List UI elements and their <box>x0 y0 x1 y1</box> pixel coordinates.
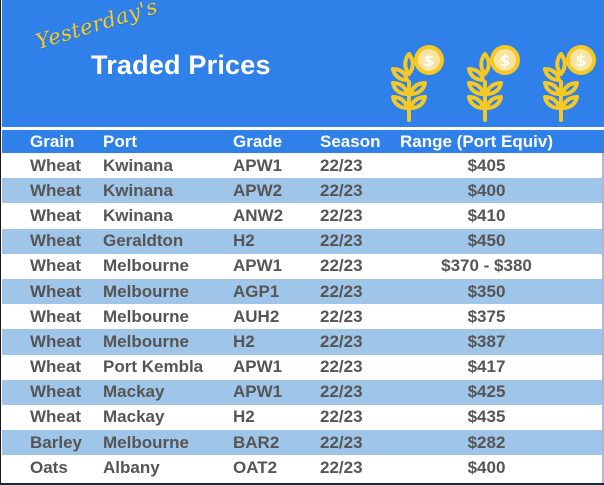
cell-port: Kwinana <box>103 180 173 200</box>
table-row: Wheat Kwinana APW1 22/23 $405 <box>2 153 604 179</box>
wheat-coin-icon: $ <box>461 42 521 122</box>
cell-season: 22/23 <box>320 382 363 402</box>
cell-grade: AUH2 <box>233 306 280 326</box>
cell-range: $405 <box>467 155 506 175</box>
column-header-range: Range (Port Equiv) <box>400 131 554 151</box>
cell-season: 22/23 <box>320 180 363 200</box>
cell-port: Mackay <box>103 382 165 402</box>
cell-season: 22/23 <box>320 457 363 477</box>
cell-season: 22/23 <box>320 256 363 276</box>
table-row: Wheat Melbourne AUH2 22/23 $375 <box>2 304 604 330</box>
column-header-season: Season <box>320 131 381 151</box>
wheat-coin-icon: $ <box>385 42 445 122</box>
table-row: Barley Melbourne BAR2 22/23 $282 <box>2 430 604 456</box>
cell-range: $350 <box>467 281 506 301</box>
cell-range: $375 <box>467 306 506 326</box>
table-row: Wheat Geraldton H2 22/23 $450 <box>2 228 604 254</box>
cell-grain: Wheat <box>30 306 81 326</box>
cell-season: 22/23 <box>320 281 363 301</box>
cell-grade: H2 <box>233 407 255 427</box>
banner-separator <box>2 127 604 130</box>
cell-range: $387 <box>467 331 506 351</box>
cell-grain: Wheat <box>30 357 81 377</box>
cell-range: $400 <box>467 180 506 200</box>
cell-grain: Wheat <box>30 382 81 402</box>
table-row: Wheat Kwinana ANW2 22/23 $410 <box>2 203 604 229</box>
cell-season: 22/23 <box>320 331 363 351</box>
cell-grain: Wheat <box>30 231 81 251</box>
traded-prices-table: Grain Port Grade Season Range (Port Equi… <box>2 130 604 481</box>
cell-grain: Wheat <box>30 155 81 175</box>
cell-season: 22/23 <box>320 357 363 377</box>
cell-port: Melbourne <box>103 281 189 301</box>
wheat-coin-icon: $ <box>537 42 597 122</box>
header-banner: Yesterday's Traded Prices $ <box>2 0 604 127</box>
cell-grain: Wheat <box>30 281 81 301</box>
table-row: Wheat Mackay H2 22/23 $435 <box>2 404 604 431</box>
cell-season: 22/23 <box>320 231 363 251</box>
right-edge-border <box>602 153 604 483</box>
cell-grade: H2 <box>233 331 255 351</box>
column-header-grain: Grain <box>30 131 75 151</box>
cell-port: Albany <box>103 457 160 477</box>
cell-grain: Wheat <box>30 205 81 225</box>
cell-grade: APW1 <box>233 382 283 402</box>
svg-text:$: $ <box>423 51 434 70</box>
cell-grain: Wheat <box>30 407 81 427</box>
table-row: Wheat Port Kembla APW1 22/23 $417 <box>2 354 604 380</box>
cell-port: Kwinana <box>103 205 173 225</box>
cell-grain: Barley <box>30 432 82 452</box>
cell-grain: Wheat <box>30 256 81 276</box>
banner-script-title: Yesterday's <box>32 0 161 55</box>
cell-grade: APW1 <box>233 155 283 175</box>
cell-season: 22/23 <box>320 432 363 452</box>
cell-grade: AGP1 <box>233 281 280 301</box>
cell-range: $435 <box>467 407 506 427</box>
column-header-port: Port <box>103 131 137 151</box>
cell-grain: Oats <box>30 457 68 477</box>
table-row: Oats Albany OAT2 22/23 $400 <box>2 455 604 481</box>
svg-text:$: $ <box>499 51 510 70</box>
cell-range: $425 <box>467 382 506 402</box>
cell-grade: BAR2 <box>233 432 280 452</box>
table-row: Wheat Melbourne H2 22/23 $387 <box>2 329 604 355</box>
cell-grade: OAT2 <box>233 457 278 477</box>
cell-range: $410 <box>467 205 506 225</box>
cell-grain: Wheat <box>30 180 81 200</box>
cell-port: Melbourne <box>103 306 189 326</box>
table-row: Wheat Melbourne AGP1 22/23 $350 <box>2 278 604 305</box>
svg-text:$: $ <box>575 51 586 70</box>
cell-port: Melbourne <box>103 432 189 452</box>
cell-grade: H2 <box>233 231 255 251</box>
cell-grade: APW1 <box>233 256 283 276</box>
cell-port: Melbourne <box>103 256 189 276</box>
cell-season: 22/23 <box>320 407 363 427</box>
cell-grain: Wheat <box>30 331 81 351</box>
cell-range: $370 - $380 <box>441 256 532 276</box>
cell-season: 22/23 <box>320 205 363 225</box>
cell-range: $282 <box>467 432 506 452</box>
cell-range: $400 <box>467 457 506 477</box>
column-header-grade: Grade <box>233 131 283 151</box>
cell-port: Mackay <box>103 407 165 427</box>
banner-title: Traded Prices <box>91 50 271 80</box>
cell-grade: APW1 <box>233 357 283 377</box>
cell-season: 22/23 <box>320 155 363 175</box>
cell-range: $417 <box>467 357 506 377</box>
table-header-row: Grain Port Grade Season Range (Port Equi… <box>2 130 604 153</box>
cell-port: Port Kembla <box>103 357 204 377</box>
table-row: Wheat Melbourne APW1 22/23 $370 - $380 <box>2 253 604 279</box>
table-row: Wheat Mackay APW1 22/23 $425 <box>2 379 604 405</box>
cell-port: Melbourne <box>103 331 189 351</box>
cell-port: Geraldton <box>103 231 184 251</box>
cell-range: $450 <box>467 231 506 251</box>
table-row: Wheat Kwinana APW2 22/23 $400 <box>2 178 604 204</box>
cell-grade: ANW2 <box>233 205 284 225</box>
cell-port: Kwinana <box>103 155 173 175</box>
cell-season: 22/23 <box>320 306 363 326</box>
banner-icons: $ $ <box>385 42 597 122</box>
cell-grade: APW2 <box>233 180 283 200</box>
